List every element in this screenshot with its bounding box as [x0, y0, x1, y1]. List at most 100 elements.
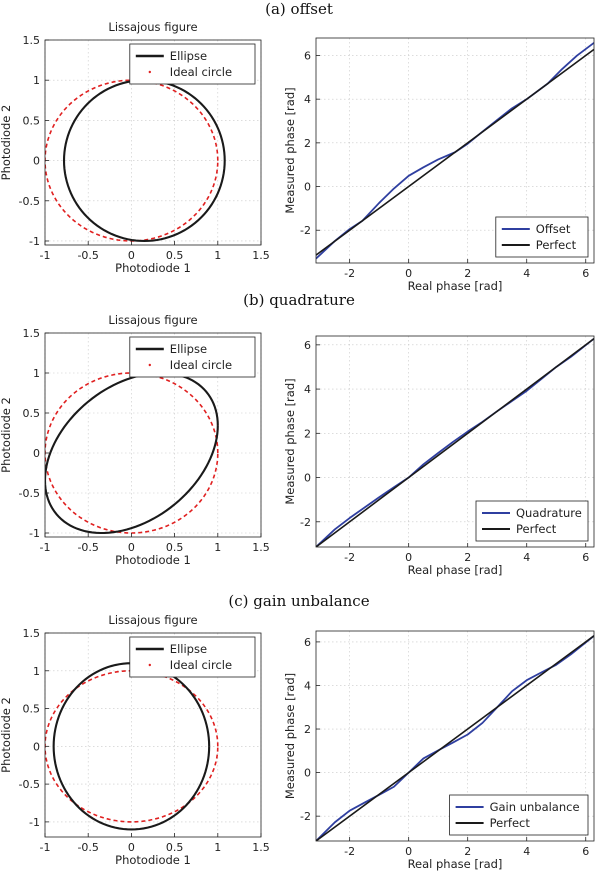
plot-area	[316, 635, 594, 841]
x-tick-label: 4	[523, 845, 530, 858]
lissajous-chart-gain-unbalance: -1 -0.5 0 0.5 1 1.5 -1 -0.5 0 0.5 1 1.5 Photodiode 1…	[0, 613, 270, 867]
legend-swatch-ideal-circle	[148, 663, 151, 667]
legend-label-ideal-circle: Ideal circle	[170, 358, 232, 372]
chart-title: Lissajous figure	[108, 613, 197, 627]
legend-label-offset: Offset	[536, 222, 571, 236]
y-tick-label: 0	[33, 155, 40, 168]
legend-label-ellipse: Ellipse	[170, 342, 207, 356]
plot-area	[316, 337, 594, 547]
plot-area	[316, 42, 594, 260]
legend-label-quadrature: Quadrature	[516, 506, 582, 520]
y-tick-label: 1	[33, 367, 40, 380]
legend-label-perfect: Perfect	[536, 238, 577, 252]
y-axis-label: Measured phase [rad]	[283, 378, 297, 504]
legend-box	[495, 216, 589, 258]
ellipse-curve	[62, 79, 226, 243]
phase-chart-gain-unbalance: -2 0 2 4 6 -2 0 2 4 6 Real phase [rad] Measured pha…	[283, 630, 595, 871]
y-tick-label: 0.5	[23, 703, 41, 716]
y-tick-label: 4	[304, 383, 311, 396]
x-tick-label: 6	[582, 845, 589, 858]
x-tick-label: 0.5	[166, 841, 184, 854]
legend-label-ideal-circle: Ideal circle	[170, 658, 232, 672]
y-tick-label: 0	[304, 181, 311, 194]
y-tick-label: 0.5	[23, 407, 41, 420]
x-tick-label: 1.5	[252, 541, 270, 554]
x-tick-label: 0	[405, 551, 412, 564]
x-tick-label: 2	[464, 551, 471, 564]
axes-box	[315, 630, 595, 842]
ideal-circle-curve	[45, 79, 219, 242]
axes-box	[315, 335, 595, 548]
axes-box	[44, 632, 262, 838]
legend-box	[129, 336, 256, 378]
y-tick-label: 2	[304, 723, 311, 736]
y-tick-label: 2	[304, 137, 311, 150]
x-axis-label: Photodiode 1	[115, 553, 191, 567]
x-tick-label: -0.5	[77, 541, 98, 554]
x-tick-label: -0.5	[77, 841, 98, 854]
y-tick-label: 0	[304, 472, 311, 485]
x-tick-label: 1	[214, 249, 221, 262]
x-axis-label: Real phase [rad]	[408, 279, 503, 293]
x-tick-label: 0	[128, 249, 135, 262]
x-tick-label: -2	[344, 845, 355, 858]
legend-quadrature: Quadrature Perfect	[475, 500, 589, 542]
y-tick-label: 4	[304, 93, 311, 106]
x-tick-label: -1	[40, 541, 51, 554]
perfect-line	[316, 338, 594, 547]
x-tick-label: 1	[214, 541, 221, 554]
x-tick-label: -1	[40, 841, 51, 854]
y-tick-label: -2	[300, 516, 311, 529]
ideal-circle-curve	[45, 372, 219, 534]
y-tick-label: -0.5	[19, 487, 40, 500]
x-tick-label: -0.5	[77, 249, 98, 262]
legend-swatch-ideal-circle	[148, 70, 151, 74]
x-tick-label: 1.5	[252, 249, 270, 262]
y-tick-label: 0	[33, 740, 40, 753]
caption-quadrature: (b) quadrature	[243, 291, 355, 309]
chart-title: Lissajous figure	[108, 20, 197, 34]
plot-area	[45, 79, 226, 243]
y-tick-label: -0.5	[19, 195, 40, 208]
x-tick-label: 0	[405, 267, 412, 280]
y-axis-label: Measured phase [rad]	[283, 87, 297, 213]
legend-box	[449, 794, 589, 836]
x-tick-label: 4	[523, 267, 530, 280]
x-axis-label: Real phase [rad]	[408, 857, 503, 871]
axes-box	[44, 332, 262, 538]
y-tick-label: 0.5	[23, 114, 41, 127]
gain-unbalance-line	[316, 635, 594, 841]
y-axis-label: Photodiode 2	[0, 105, 13, 181]
y-tick-label: 0	[304, 767, 311, 780]
x-tick-label: 0	[128, 541, 135, 554]
legend-swatch-ideal-circle	[148, 363, 151, 367]
perfect-line	[316, 48, 594, 256]
x-tick-label: 0	[405, 845, 412, 858]
y-tick-label: -0.5	[19, 778, 40, 791]
y-axis-label: Photodiode 2	[0, 397, 13, 473]
legend-label-ellipse: Ellipse	[170, 49, 207, 63]
x-axis-label: Photodiode 1	[115, 853, 191, 867]
y-tick-label: 6	[304, 636, 311, 649]
x-tick-label: 6	[582, 267, 589, 280]
legend-box	[475, 500, 589, 542]
legend-gain-unbalance: Ellipse Ideal circle	[129, 636, 256, 678]
x-tick-label: 2	[464, 845, 471, 858]
axes-box	[315, 37, 595, 264]
legend-label-ellipse: Ellipse	[170, 642, 207, 656]
y-tick-label: -1	[29, 527, 40, 540]
y-tick-label: 6	[304, 339, 311, 352]
y-tick-label: 6	[304, 49, 311, 62]
y-tick-label: 1	[33, 665, 40, 678]
x-tick-label: 1.5	[252, 841, 270, 854]
x-tick-label: 0.5	[166, 541, 184, 554]
x-tick-label: 1	[214, 841, 221, 854]
y-tick-label: -2	[300, 224, 311, 237]
lissajous-chart-offset: -1 -0.5 0 0.5 1 1.5 -1 -0.5 0 0.5 1 1.5 Photodiode 1…	[0, 20, 270, 275]
x-axis-label: Real phase [rad]	[408, 563, 503, 577]
perfect-line	[316, 635, 594, 841]
caption-offset: (a) offset	[265, 0, 333, 18]
y-tick-label: -2	[300, 810, 311, 823]
y-tick-label: 2	[304, 427, 311, 440]
